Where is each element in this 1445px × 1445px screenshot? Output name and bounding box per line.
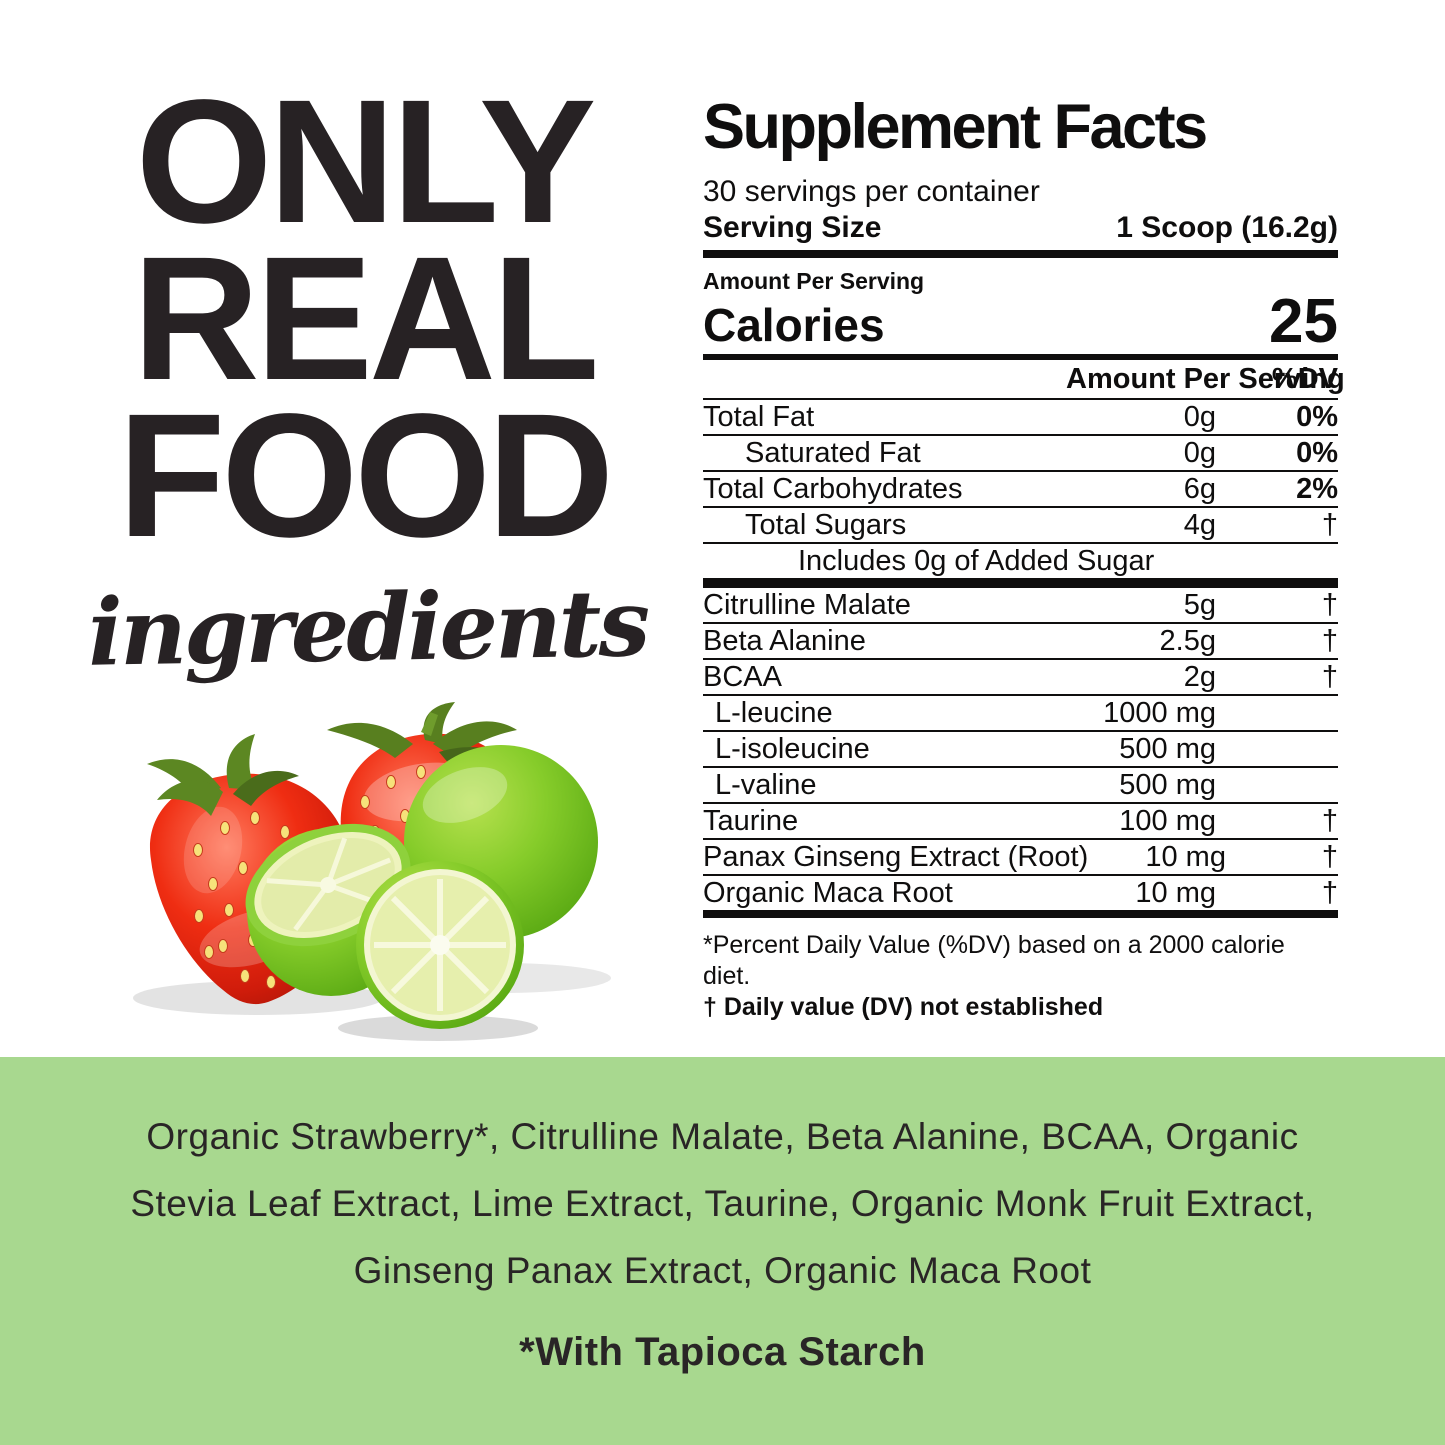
- ingredients-line-3: Ginseng Panax Extract, Organic Maca Root: [353, 1250, 1092, 1291]
- serving-size-value: 1 Scoop (16.2g): [1116, 211, 1338, 244]
- strawberries-and-limes-image: [133, 702, 611, 1041]
- headline-line-1: ONLY: [135, 64, 597, 260]
- headline-line-3: FOOD: [117, 378, 614, 574]
- supplement-facts-title: Supplement Facts: [703, 92, 1208, 162]
- table-row: L-leucine 1000 mg: [703, 696, 1338, 732]
- table-row: Total Fat 0g 0%: [703, 400, 1338, 436]
- tapioca-footnote: *With Tapioca Starch: [519, 1330, 926, 1374]
- lime-half-front: [356, 861, 524, 1029]
- footnote-dagger: † Daily value (DV) not established: [703, 993, 1104, 1021]
- divider-thick: [703, 910, 1338, 918]
- table-row: L-valine 500 mg: [703, 768, 1338, 804]
- headline-line-2: REAL: [132, 221, 599, 417]
- headline-script: ingredients: [87, 569, 649, 687]
- table-row: Organic Maca Root 10 mg †: [703, 876, 1338, 909]
- table-row: Citrulline Malate 5g †: [703, 588, 1338, 624]
- table-row: Total Sugars 4g †: [703, 508, 1338, 544]
- table-row: Saturated Fat 0g 0%: [703, 436, 1338, 472]
- table-header-amount: Amount Per Serving: [1066, 362, 1345, 395]
- table-row: Includes 0g of Added Sugar: [798, 544, 1155, 577]
- calories-value: 25: [1269, 287, 1338, 356]
- table-row: L-isoleucine 500 mg: [703, 732, 1338, 768]
- table-header-row: Amount Per Serving %DV: [703, 360, 1345, 400]
- supplement-facts-panel: Supplement Facts 30 servings per contain…: [703, 92, 1345, 1023]
- headline-block: ONLY REAL FOOD ingredients: [87, 64, 648, 687]
- serving-size-label: Serving Size: [703, 211, 882, 244]
- ingredients-line-1: Organic Strawberry*, Citrulline Malate, …: [146, 1116, 1299, 1157]
- calories-label: Calories: [703, 299, 885, 351]
- serving-size-row: Serving Size 1 Scoop (16.2g): [703, 210, 1338, 246]
- servings-per-container: 30 servings per container: [703, 175, 1040, 208]
- table-row: BCAA 2g †: [703, 660, 1338, 696]
- divider-medium: [703, 354, 1338, 360]
- divider-thick: [703, 250, 1338, 258]
- calories-row: Calories 25: [703, 287, 1338, 356]
- table-row: Taurine 100 mg †: [703, 804, 1338, 840]
- table-header-dv: %DV: [1271, 362, 1338, 395]
- ingredients-banner: Organic Strawberry*, Citrulline Malate, …: [0, 1057, 1445, 1445]
- table-row: Panax Ginseng Extract (Root) 10 mg †: [703, 840, 1338, 876]
- divider-thick: [703, 578, 1338, 588]
- table-row: Total Carbohydrates 6g 2%: [703, 472, 1338, 508]
- ingredients-line-2: Stevia Leaf Extract, Lime Extract, Tauri…: [130, 1183, 1315, 1224]
- amount-per-serving-label: Amount Per Serving: [703, 268, 925, 294]
- footnote-dv: *Percent Daily Value (%DV) based on a 20…: [703, 931, 1285, 990]
- strawberry-left-calyx: [147, 734, 299, 816]
- table-row: Beta Alanine 2.5g †: [703, 624, 1338, 660]
